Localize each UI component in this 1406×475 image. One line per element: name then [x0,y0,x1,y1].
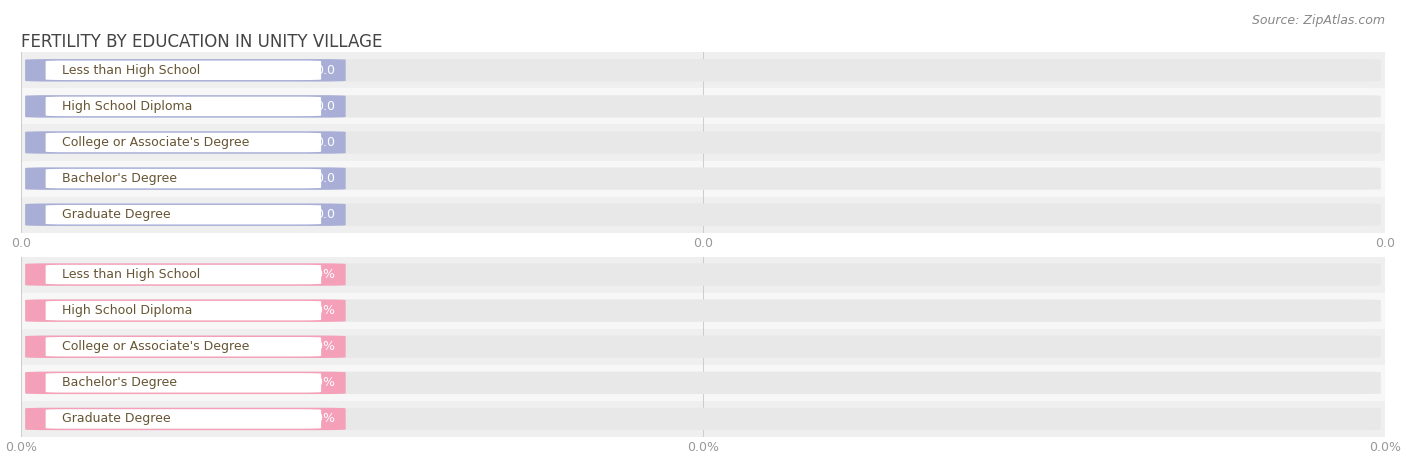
Text: College or Associate's Degree: College or Associate's Degree [62,136,249,149]
FancyBboxPatch shape [25,371,1381,394]
FancyBboxPatch shape [25,263,346,286]
FancyBboxPatch shape [25,299,346,322]
Text: 0.0: 0.0 [315,100,335,113]
Text: Less than High School: Less than High School [62,64,200,77]
Text: 0.0%: 0.0% [302,304,335,317]
FancyBboxPatch shape [45,205,321,225]
FancyBboxPatch shape [25,408,346,430]
FancyBboxPatch shape [25,131,1381,154]
Text: 0.0%: 0.0% [302,412,335,426]
Text: 0.0: 0.0 [315,208,335,221]
FancyBboxPatch shape [45,373,321,393]
FancyBboxPatch shape [45,169,321,189]
FancyBboxPatch shape [25,335,1381,358]
FancyBboxPatch shape [25,95,1381,118]
FancyBboxPatch shape [25,203,1381,226]
Text: FERTILITY BY EDUCATION IN UNITY VILLAGE: FERTILITY BY EDUCATION IN UNITY VILLAGE [21,33,382,51]
Bar [21,161,1385,197]
Bar [21,401,1385,437]
FancyBboxPatch shape [25,95,346,118]
FancyBboxPatch shape [25,167,1381,190]
FancyBboxPatch shape [25,131,346,154]
Text: High School Diploma: High School Diploma [62,304,193,317]
FancyBboxPatch shape [45,337,321,357]
FancyBboxPatch shape [45,265,321,285]
FancyBboxPatch shape [25,203,346,226]
Bar [21,124,1385,161]
FancyBboxPatch shape [45,60,321,80]
FancyBboxPatch shape [25,167,346,190]
FancyBboxPatch shape [45,409,321,429]
Text: Source: ZipAtlas.com: Source: ZipAtlas.com [1251,14,1385,27]
Text: 0.0: 0.0 [315,172,335,185]
Text: 0.0: 0.0 [315,64,335,77]
FancyBboxPatch shape [25,408,1381,430]
Bar [21,365,1385,401]
FancyBboxPatch shape [45,301,321,321]
FancyBboxPatch shape [45,133,321,152]
Bar [21,293,1385,329]
FancyBboxPatch shape [25,335,346,358]
FancyBboxPatch shape [25,59,346,82]
Text: High School Diploma: High School Diploma [62,100,193,113]
Bar [21,197,1385,233]
FancyBboxPatch shape [25,59,1381,82]
FancyBboxPatch shape [45,96,321,116]
Text: 0.0%: 0.0% [302,340,335,353]
Bar [21,256,1385,293]
Text: Graduate Degree: Graduate Degree [62,208,170,221]
Bar [21,52,1385,88]
Text: 0.0%: 0.0% [302,376,335,390]
Bar [21,88,1385,124]
Text: College or Associate's Degree: College or Associate's Degree [62,340,249,353]
Text: Less than High School: Less than High School [62,268,200,281]
FancyBboxPatch shape [25,371,346,394]
FancyBboxPatch shape [25,263,1381,286]
Text: Graduate Degree: Graduate Degree [62,412,170,426]
Text: Bachelor's Degree: Bachelor's Degree [62,376,177,390]
FancyBboxPatch shape [25,299,1381,322]
Bar [21,329,1385,365]
Text: 0.0%: 0.0% [302,268,335,281]
Text: 0.0: 0.0 [315,136,335,149]
Text: Bachelor's Degree: Bachelor's Degree [62,172,177,185]
